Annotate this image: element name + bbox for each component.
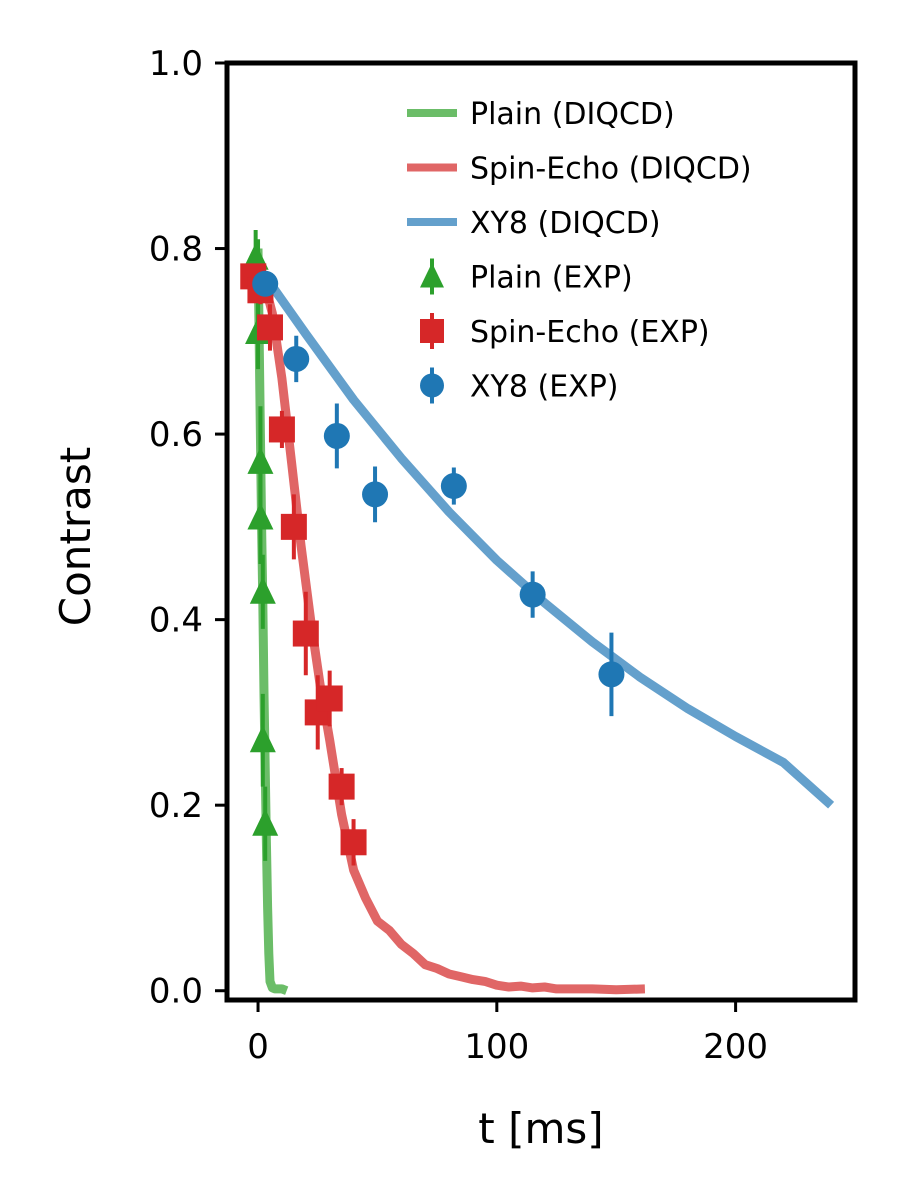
point-plain_exp (242, 242, 269, 270)
point-xy8_exp (440, 473, 467, 500)
point-plain_exp (247, 502, 274, 530)
y-axis-label: Contrast (51, 447, 100, 626)
legend: Plain (DIQCD) Spin-Echo (DIQCD) XY8 (DIQCD… (407, 97, 752, 405)
legend-label-xy8_diqcd: XY8 (DIQCD) (470, 206, 661, 241)
point-spin_echo_exp (268, 416, 295, 443)
point-plain_exp (249, 576, 276, 604)
point-spin_echo_exp (328, 773, 355, 800)
x-axis-label: t [ms] (478, 1104, 603, 1153)
point-xy8_exp (323, 422, 350, 449)
x-tick-label: 200 (703, 1027, 768, 1067)
y-tick-label: 0.2 (149, 786, 203, 826)
ticks-layer: 0 100 200 0.0 0.2 0.4 0.6 0.8 1.0 (149, 44, 768, 1067)
point-spin_echo_exp (256, 314, 283, 341)
point-xy8_exp (283, 345, 310, 372)
line-xy8_diqcd (261, 273, 835, 809)
x-tick-label: 0 (247, 1027, 269, 1067)
point-xy8_exp (598, 661, 625, 688)
y-tick-label: 0.4 (149, 601, 203, 641)
legend-label-spin_echo_exp: Spin-Echo (EXP) (470, 315, 710, 350)
y-tick-label: 0.6 (149, 415, 203, 455)
legend-label-xy8_exp: XY8 (EXP) (470, 370, 619, 405)
legend-label-spin_echo_diqcd: Spin-Echo (DIQCD) (470, 152, 752, 187)
point-plain_exp (249, 725, 276, 753)
y-tick-label: 1.0 (149, 44, 203, 84)
plot-frame (224, 60, 858, 1003)
point-xy8_exp (362, 481, 389, 508)
point-xy8_exp (252, 270, 279, 297)
point-spin_echo_exp (292, 620, 319, 647)
legend-label-plain_exp: Plain (EXP) (470, 261, 633, 296)
point-plain_exp (247, 446, 274, 474)
point-plain_exp (252, 808, 279, 836)
line-spin_echo_diqcd (254, 273, 646, 995)
point-xy8_exp (519, 581, 546, 608)
legend-label-plain_diqcd: Plain (DIQCD) (470, 97, 675, 132)
point-spin_echo_exp (280, 513, 307, 540)
point-spin_echo_exp (340, 829, 367, 856)
y-tick-label: 0.8 (149, 230, 203, 270)
x-tick-label: 100 (464, 1027, 529, 1067)
legend-marker-xy8_exp (420, 373, 444, 398)
series-layer (240, 229, 835, 995)
legend-marker-plain_exp (420, 262, 444, 288)
legend-marker-spin_echo_exp (420, 319, 444, 343)
y-tick-label: 0.0 (149, 972, 203, 1012)
point-spin_echo_exp (316, 685, 343, 712)
